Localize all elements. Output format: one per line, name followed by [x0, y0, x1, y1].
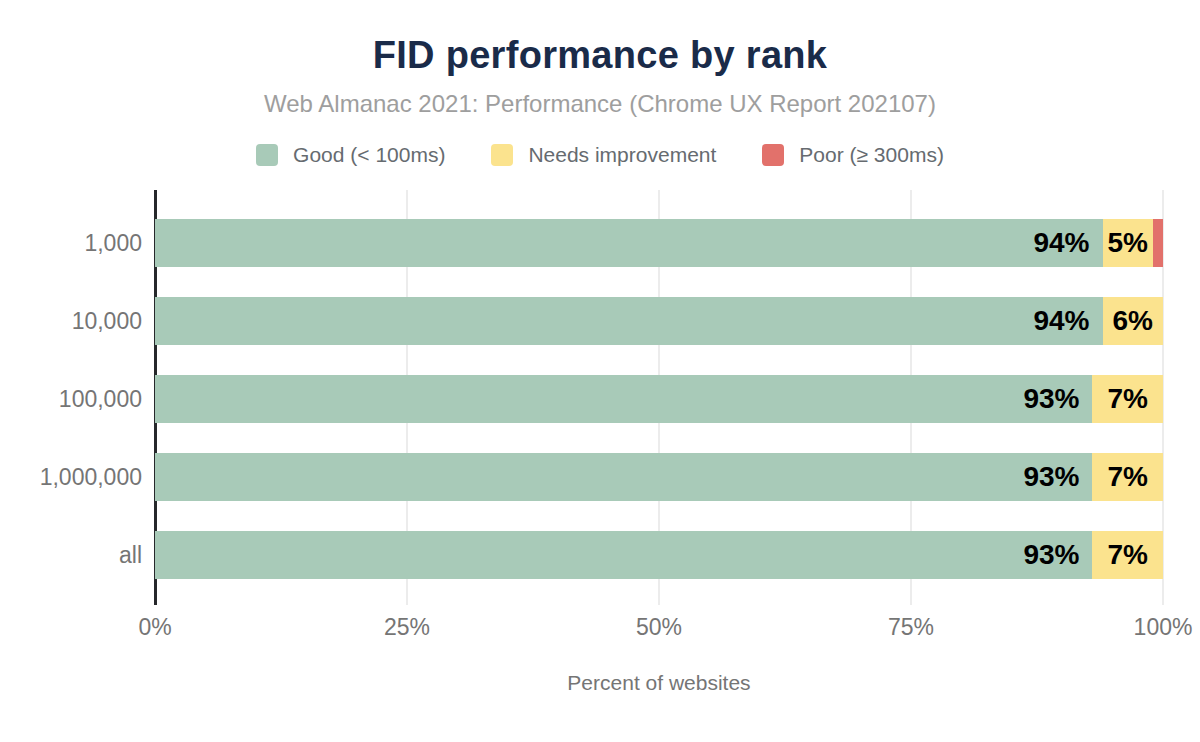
bar-segment[interactable]: 94%: [155, 219, 1103, 267]
legend-swatch: [256, 144, 278, 166]
legend: Good (< 100ms) Needs improvement Poor (≥ 3…: [0, 143, 1200, 167]
y-axis-label: 10,000: [0, 297, 155, 345]
legend-item[interactable]: Needs improvement: [491, 143, 716, 167]
y-axis-label: 1,000: [0, 219, 155, 267]
x-axis-title: Percent of websites: [155, 671, 1163, 695]
bar-segment[interactable]: 93%: [155, 375, 1092, 423]
bar-track: 93% 7%: [155, 453, 1163, 501]
y-axis-label: all: [0, 531, 155, 579]
bar-segment[interactable]: 7%: [1092, 453, 1163, 501]
chart-header: FID performance by rank Web Almanac 2021…: [0, 34, 1200, 118]
bar-segment[interactable]: 93%: [155, 531, 1092, 579]
chart-area: 1,00094%5%10,00094%6%100,00093%7%1,000,0…: [0, 190, 1200, 605]
data-label: 93%: [1023, 539, 1092, 571]
data-label: 94%: [1033, 227, 1102, 259]
bar-rows: 1,00094%5%10,00094%6%100,00093%7%1,000,0…: [0, 190, 1200, 579]
bar-row: 100,000 93% 7%: [0, 375, 1200, 423]
bar-track: 94% 6%: [155, 297, 1163, 345]
bar-segment[interactable]: 94%: [155, 297, 1103, 345]
x-tick-label: 50%: [636, 614, 682, 641]
legend-swatch: [491, 144, 513, 166]
legend-label: Poor (≥ 300ms): [799, 143, 944, 167]
x-tick-label: 0%: [138, 614, 171, 641]
legend-swatch: [762, 144, 784, 166]
bar-segment[interactable]: 6%: [1103, 297, 1163, 345]
bar-segment[interactable]: 7%: [1092, 531, 1163, 579]
y-axis-label: 100,000: [0, 375, 155, 423]
data-label: 7%: [1107, 383, 1147, 415]
bar-row: all 93% 7%: [0, 531, 1200, 579]
bar-track: 94%5%: [155, 219, 1163, 267]
x-tick-label: 75%: [888, 614, 934, 641]
bar-segment[interactable]: [1153, 219, 1163, 267]
bar-segment[interactable]: 93%: [155, 453, 1092, 501]
data-label: 6%: [1113, 305, 1153, 337]
data-label: 93%: [1023, 461, 1092, 493]
chart-title: FID performance by rank: [0, 34, 1200, 77]
data-label: 7%: [1107, 539, 1147, 571]
x-tick-label: 100%: [1134, 614, 1193, 641]
legend-label: Needs improvement: [528, 143, 716, 167]
legend-item[interactable]: Poor (≥ 300ms): [762, 143, 944, 167]
bar-segment[interactable]: 5%: [1103, 219, 1153, 267]
bar-track: 93% 7%: [155, 375, 1163, 423]
bar-segment[interactable]: 7%: [1092, 375, 1163, 423]
data-label: 93%: [1023, 383, 1092, 415]
chart-subtitle: Web Almanac 2021: Performance (Chrome UX…: [0, 90, 1200, 118]
data-label: 7%: [1107, 461, 1147, 493]
x-tick-label: 25%: [384, 614, 430, 641]
data-label: 5%: [1107, 227, 1147, 259]
bar-track: 93% 7%: [155, 531, 1163, 579]
x-ticks: 0%25%50%75%100%: [155, 614, 1163, 644]
bar-row: 10,000 94% 6%: [0, 297, 1200, 345]
legend-label: Good (< 100ms): [293, 143, 445, 167]
data-label: 94%: [1033, 305, 1102, 337]
y-axis-label: 1,000,000: [0, 453, 155, 501]
legend-item[interactable]: Good (< 100ms): [256, 143, 445, 167]
bar-row: 1,00094%5%: [0, 219, 1200, 267]
bar-row: 1,000,000 93% 7%: [0, 453, 1200, 501]
